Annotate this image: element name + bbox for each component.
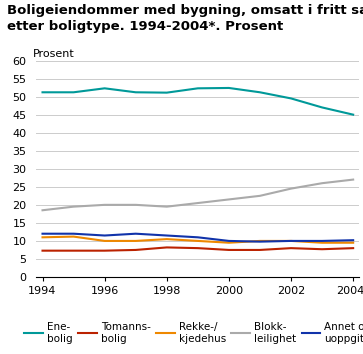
Text: Prosent: Prosent <box>33 49 74 59</box>
Text: Boligeiendommer med bygning, omsatt i fritt salg,
etter boligtype. 1994-2004*. P: Boligeiendommer med bygning, omsatt i fr… <box>7 4 363 33</box>
Legend: Ene-
bolig, Tomanns-
bolig, Rekke-/
kjedehus, Blokk-
leilighet, Annet og
uoppgit: Ene- bolig, Tomanns- bolig, Rekke-/ kjed… <box>24 322 363 343</box>
